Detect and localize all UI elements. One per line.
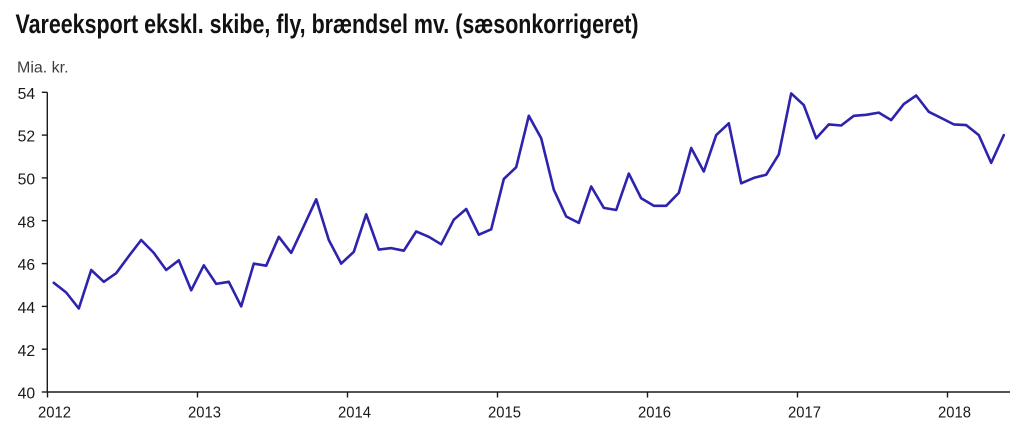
svg-text:40: 40 xyxy=(18,386,36,403)
svg-text:44: 44 xyxy=(18,300,36,317)
svg-text:52: 52 xyxy=(18,129,36,146)
svg-text:42: 42 xyxy=(18,343,36,360)
svg-text:2018: 2018 xyxy=(938,404,971,421)
svg-text:46: 46 xyxy=(18,257,36,274)
svg-text:2012: 2012 xyxy=(38,404,71,421)
svg-text:2014: 2014 xyxy=(338,404,371,421)
svg-text:Mia. kr.: Mia. kr. xyxy=(17,60,69,77)
svg-text:48: 48 xyxy=(18,214,36,231)
svg-text:2013: 2013 xyxy=(188,404,221,421)
svg-text:Vareeksport ekskl. skibe, fly,: Vareeksport ekskl. skibe, fly, brændsel … xyxy=(16,9,639,39)
svg-text:50: 50 xyxy=(18,172,36,189)
svg-text:54: 54 xyxy=(18,86,36,103)
svg-text:2016: 2016 xyxy=(638,404,671,421)
svg-text:2015: 2015 xyxy=(488,404,521,421)
svg-text:2017: 2017 xyxy=(788,404,821,421)
